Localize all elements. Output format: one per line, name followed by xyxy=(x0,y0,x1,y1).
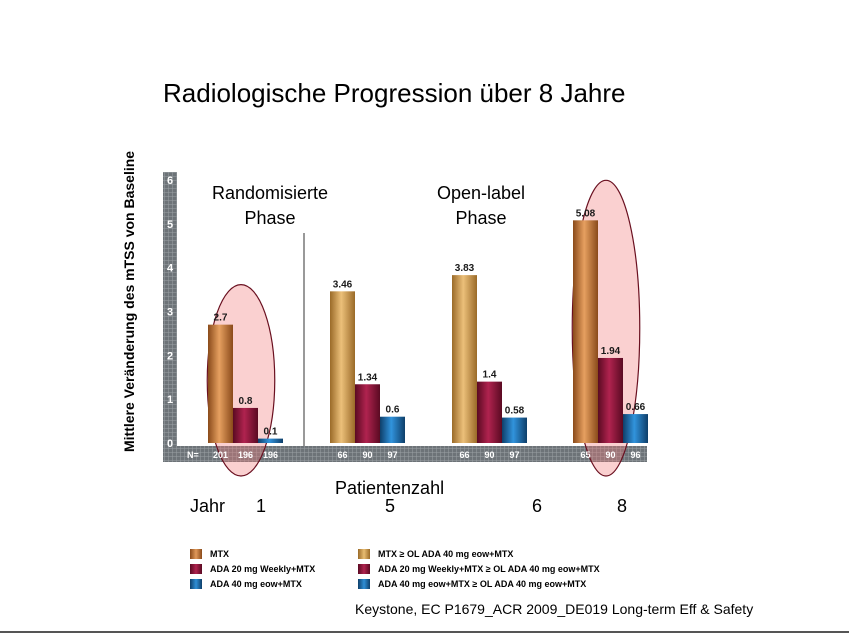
bar xyxy=(452,275,477,443)
legend-swatch xyxy=(190,549,202,559)
n-label: 196 xyxy=(263,450,278,460)
legend-swatch xyxy=(358,564,370,574)
legend-item: ADA 20 mg Weekly+MTX ≥ OL ADA 40 mg eow+… xyxy=(358,564,600,574)
x-axis-label: Patientenzahl xyxy=(335,478,445,498)
n-label: 90 xyxy=(605,450,615,460)
n-label: 65 xyxy=(580,450,590,460)
y-tick-label: 4 xyxy=(167,263,174,275)
n-label: 90 xyxy=(484,450,494,460)
n-prefix: N= xyxy=(187,450,199,460)
bar xyxy=(330,291,355,443)
y-axis-band xyxy=(163,172,177,462)
legend-swatch xyxy=(358,549,370,559)
legend-swatch xyxy=(190,579,202,589)
n-label: 97 xyxy=(387,450,397,460)
data-label: 3.46 xyxy=(333,279,353,290)
legend-swatch xyxy=(190,564,202,574)
data-label: 0.58 xyxy=(505,406,525,417)
bar xyxy=(502,417,527,443)
y-tick-label: 2 xyxy=(167,350,173,362)
bar xyxy=(355,384,380,443)
legend-item: MTX xyxy=(190,549,229,559)
bar xyxy=(573,220,598,443)
data-label: 1.4 xyxy=(483,370,497,381)
phase-label-randomized: Randomisierte Phase xyxy=(211,183,329,228)
n-label: 97 xyxy=(509,450,519,460)
n-label: 196 xyxy=(238,450,253,460)
n-label: 201 xyxy=(213,450,228,460)
n-label: 90 xyxy=(362,450,372,460)
n-band xyxy=(163,446,647,462)
y-tick-label: 1 xyxy=(167,394,173,406)
data-label: 1.34 xyxy=(358,372,378,383)
bar xyxy=(258,438,283,443)
bar xyxy=(380,416,405,443)
bar xyxy=(477,381,502,443)
data-label: 2.7 xyxy=(214,313,228,324)
y-tick-label: 6 xyxy=(167,175,173,187)
n-label: 66 xyxy=(337,450,347,460)
n-label: 96 xyxy=(630,450,640,460)
bar xyxy=(623,414,648,443)
legend-swatch xyxy=(358,579,370,589)
y-tick-label: 0 xyxy=(167,438,173,450)
legend-item: ADA 40 mg eow+MTX ≥ OL ADA 40 mg eow+MTX xyxy=(358,579,586,589)
legend: MTX MTX ≥ OL ADA 40 mg eow+MTX ADA 20 mg… xyxy=(190,549,710,597)
chart-title: Radiologische Progression über 8 Jahre xyxy=(163,78,626,108)
year-label-5: 5 xyxy=(385,496,396,516)
source-citation: Keystone, EC P1679_ACR 2009_DE019 Long-t… xyxy=(355,601,754,617)
data-label: 5.08 xyxy=(576,208,596,219)
year-label-8: 8 xyxy=(617,496,628,516)
data-label: 3.83 xyxy=(455,263,475,274)
data-label: 1.94 xyxy=(601,346,621,357)
n-label: 66 xyxy=(459,450,469,460)
year-label-1: 1 xyxy=(256,496,267,516)
legend-item: ADA 40 mg eow+MTX xyxy=(190,579,302,589)
phase-label-open-label: Open-label Phase xyxy=(436,183,526,228)
data-label: 0.66 xyxy=(626,402,646,413)
y-tick-label: 5 xyxy=(167,219,173,231)
bar xyxy=(598,357,623,443)
data-label: 0.1 xyxy=(264,427,278,438)
y-tick-label: 3 xyxy=(167,307,173,319)
bar xyxy=(233,407,258,443)
data-label: 0.8 xyxy=(239,396,253,407)
bar xyxy=(208,324,233,443)
data-label: 0.6 xyxy=(386,405,400,416)
bottom-divider xyxy=(0,631,849,633)
legend-item: ADA 20 mg Weekly+MTX xyxy=(190,564,315,574)
year-label-6: 6 xyxy=(532,496,543,516)
year-prefix: Jahr xyxy=(190,496,226,516)
legend-item: MTX ≥ OL ADA 40 mg eow+MTX xyxy=(358,549,513,559)
